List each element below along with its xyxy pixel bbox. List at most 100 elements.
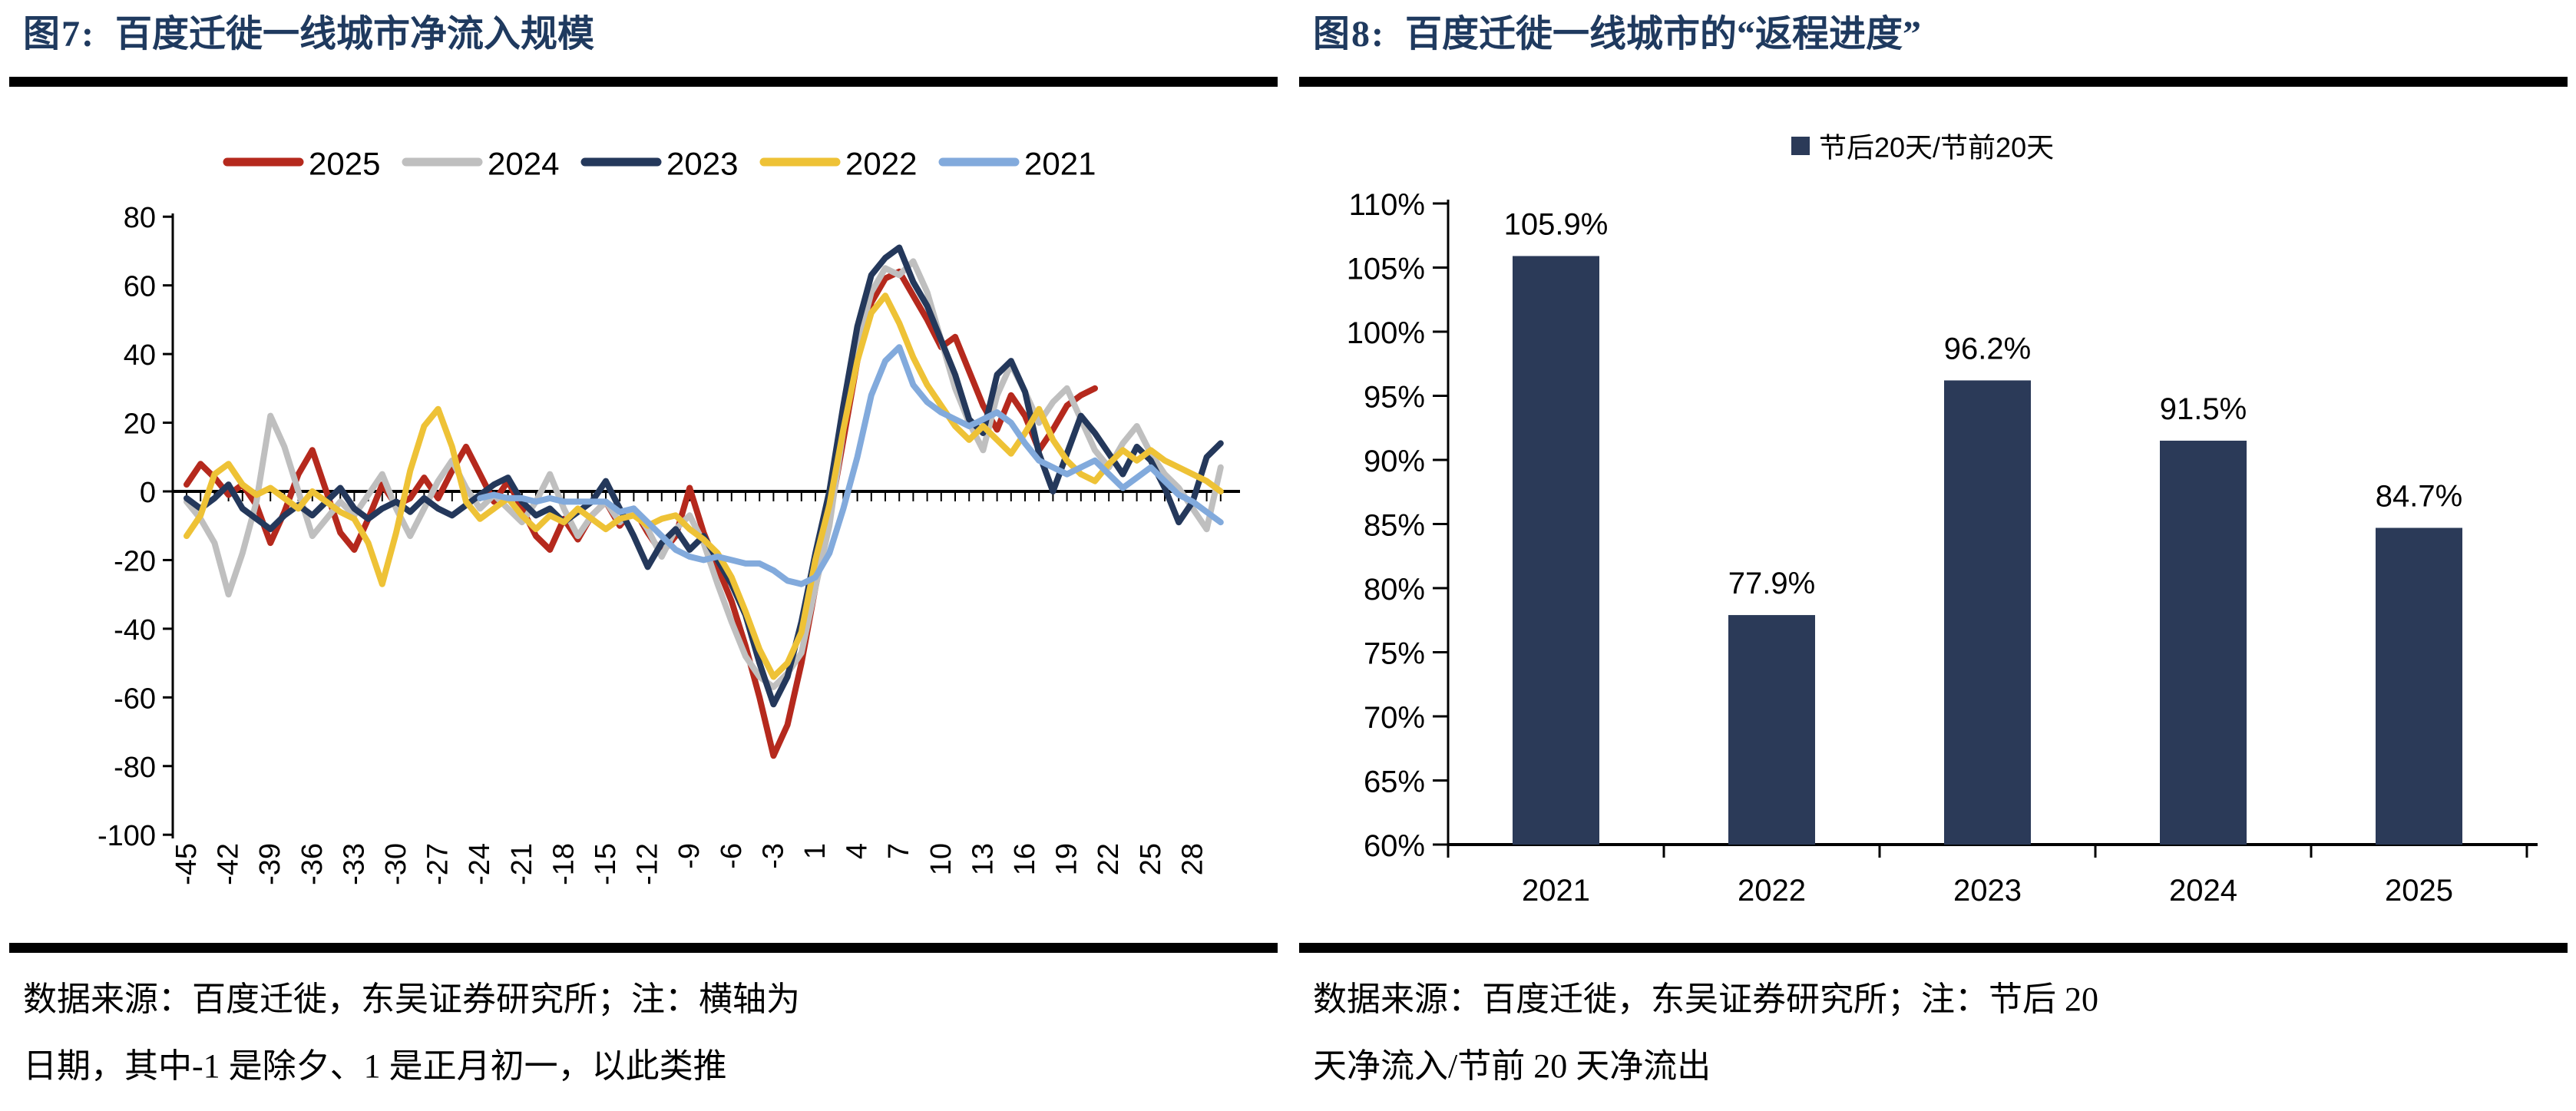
x-tick-label: 7 xyxy=(883,843,915,859)
figure8-x-axis xyxy=(1447,843,2538,858)
x-tick-label: 19 xyxy=(1051,843,1083,875)
x-tick-label: -18 xyxy=(547,843,580,885)
figure8-y-axis: 110% 105% 100% 95% 90% 85% 80% 75% 70% 65% 60% xyxy=(1347,188,1450,863)
figure8-bottom-rule xyxy=(1299,943,2568,953)
figure8-label: 图8: xyxy=(1313,14,1385,55)
legend-label-2021: 2021 xyxy=(1024,146,1096,182)
series-line-2022 xyxy=(184,293,1224,680)
legend-item-2021: 2021 xyxy=(938,146,1096,182)
y-tick-label: 85% xyxy=(1364,509,1425,543)
figure7-title-row: 图7: 百度迁徙一线城市净流入规模 xyxy=(23,3,594,57)
bar-value-label-2023: 96.2% xyxy=(1944,332,2031,365)
x-category-label-2024: 2024 xyxy=(2169,874,2237,908)
figure7-line-chart: 2025 2024 2023 2022 2021 80 60 40 20 0 -20 -40 -60 -8… xyxy=(98,146,1240,885)
bar-value-label-2024: 91.5% xyxy=(2160,392,2247,426)
x-tick-label: -39 xyxy=(254,843,286,885)
bar-value-label-2025: 84.7% xyxy=(2376,480,2462,514)
x-tick-label: 4 xyxy=(842,843,874,859)
x-tick-label: 25 xyxy=(1135,843,1167,875)
legend-label-2025: 2025 xyxy=(309,146,380,182)
y-tick-label: -40 xyxy=(114,614,156,646)
figure8-title-row: 图8: 百度迁徙一线城市的“返程进度” xyxy=(1313,3,1921,57)
x-tick-label: 22 xyxy=(1093,843,1125,875)
y-tick-label: 105% xyxy=(1347,253,1425,286)
legend-item-2024: 2024 xyxy=(402,146,559,182)
bar-2023 xyxy=(1944,380,2031,845)
bar-2021 xyxy=(1513,256,1599,845)
figure7-source-line1: 数据来源：百度迁徙，东吴证券研究所；注：横轴为 xyxy=(23,980,800,1018)
legend-label-2024: 2024 xyxy=(488,146,559,182)
figure8-title: 百度迁徙一线城市的“返程进度” xyxy=(1405,14,1922,55)
figure7-x-labels: -45 -42 -39 -36 -33 -30 -27 -24 -21 -18 -15 -12 -9 -6… xyxy=(170,843,1209,885)
legend-label-2022: 2022 xyxy=(845,146,917,182)
y-tick-label: 95% xyxy=(1364,381,1425,415)
figure7-source-line2: 日期，其中-1 是除夕、1 是正月初一，以此类推 xyxy=(23,1047,727,1086)
series-line-2021 xyxy=(477,344,1224,587)
x-tick-label: -30 xyxy=(380,843,412,885)
y-tick-label: 20 xyxy=(124,408,156,441)
bar-2024 xyxy=(2160,440,2247,845)
x-tick-label: 28 xyxy=(1176,843,1209,875)
y-tick-label: 65% xyxy=(1364,765,1425,799)
bar-value-label-2022: 77.9% xyxy=(1728,567,1815,600)
figure8-bar-chart: 节后20天/节前20天 110% 105% 100% 95% 90% 85% 80% 75% 70… xyxy=(1347,132,2538,908)
legend-label: 节后20天/节前20天 xyxy=(1819,132,2054,164)
legend-item-2022: 2022 xyxy=(759,146,917,182)
x-tick-label: -12 xyxy=(632,843,664,885)
x-tick-label: -27 xyxy=(422,843,455,885)
figure7-y-axis: 80 60 40 20 0 -20 -40 -60 -80 -100 xyxy=(98,202,174,852)
legend-label-2023: 2023 xyxy=(666,146,738,182)
y-tick-label: -80 xyxy=(114,752,156,784)
figure8-source-line1: 数据来源：百度迁徙，东吴证券研究所；注：节后 20 xyxy=(1313,980,2098,1018)
x-tick-label: -45 xyxy=(170,843,203,885)
y-tick-label: -100 xyxy=(98,820,156,852)
figure8-legend: 节后20天/节前20天 xyxy=(1791,132,2054,164)
bar-2022 xyxy=(1728,615,1815,845)
bar-2025 xyxy=(2376,527,2462,845)
y-tick-label: 80 xyxy=(124,202,156,234)
x-tick-label: -42 xyxy=(213,843,245,885)
x-tick-label: -21 xyxy=(506,843,538,885)
x-tick-label: 10 xyxy=(925,843,957,875)
figure7-source-note: 数据来源：百度迁徙，东吴证券研究所；注：横轴为 日期，其中-1 是除夕、1 是正… xyxy=(23,966,1259,1099)
x-tick-label: 13 xyxy=(967,843,999,875)
x-tick-label: -9 xyxy=(673,843,706,869)
legend-swatch xyxy=(1791,137,1810,155)
legend-item-2023: 2023 xyxy=(580,146,738,182)
y-tick-label: 40 xyxy=(124,339,156,372)
y-tick-label: 90% xyxy=(1364,445,1425,478)
figure8-top-rule xyxy=(1299,77,2568,87)
x-tick-label: -36 xyxy=(296,843,329,885)
y-tick-label: -20 xyxy=(114,545,156,577)
y-tick-label: 110% xyxy=(1349,188,1425,222)
y-tick-label: 0 xyxy=(140,477,156,509)
x-tick-label: -33 xyxy=(338,843,370,885)
y-tick-label: 80% xyxy=(1364,573,1425,607)
y-tick-label: 70% xyxy=(1364,701,1425,735)
figure7-label: 图7: xyxy=(23,14,95,55)
figure7-top-rule xyxy=(9,77,1278,87)
x-tick-label: -24 xyxy=(464,843,496,885)
x-tick-label: 1 xyxy=(799,843,832,859)
y-tick-label: 75% xyxy=(1364,637,1425,671)
y-tick-label: 60 xyxy=(124,271,156,303)
figure7-title: 百度迁徙一线城市净流入规模 xyxy=(115,14,595,55)
figure8-source-note: 数据来源：百度迁徙，东吴证券研究所；注：节后 20 天净流入/节前 20 天净流… xyxy=(1313,966,2549,1099)
y-tick-label: -60 xyxy=(114,683,156,715)
legend-item-2025: 2025 xyxy=(223,146,380,182)
figure7-bottom-rule xyxy=(9,943,1278,953)
x-tick-label: -6 xyxy=(716,843,748,869)
x-category-label-2021: 2021 xyxy=(1522,874,1590,908)
x-category-label-2023: 2023 xyxy=(1953,874,2022,908)
y-tick-label: 100% xyxy=(1347,316,1425,350)
x-tick-label: -3 xyxy=(757,843,789,869)
bar-value-label-2021: 105.9% xyxy=(1504,207,1609,241)
figure8-source-line2: 天净流入/节前 20 天净流出 xyxy=(1313,1047,1711,1086)
y-tick-label: 60% xyxy=(1364,829,1425,863)
x-category-label-2022: 2022 xyxy=(1738,874,1806,908)
figure7-legend: 2025 2024 2023 2022 2021 xyxy=(223,146,1096,182)
x-tick-label: -15 xyxy=(590,843,622,885)
x-tick-label: 16 xyxy=(1009,843,1041,875)
x-category-label-2025: 2025 xyxy=(2385,874,2453,908)
